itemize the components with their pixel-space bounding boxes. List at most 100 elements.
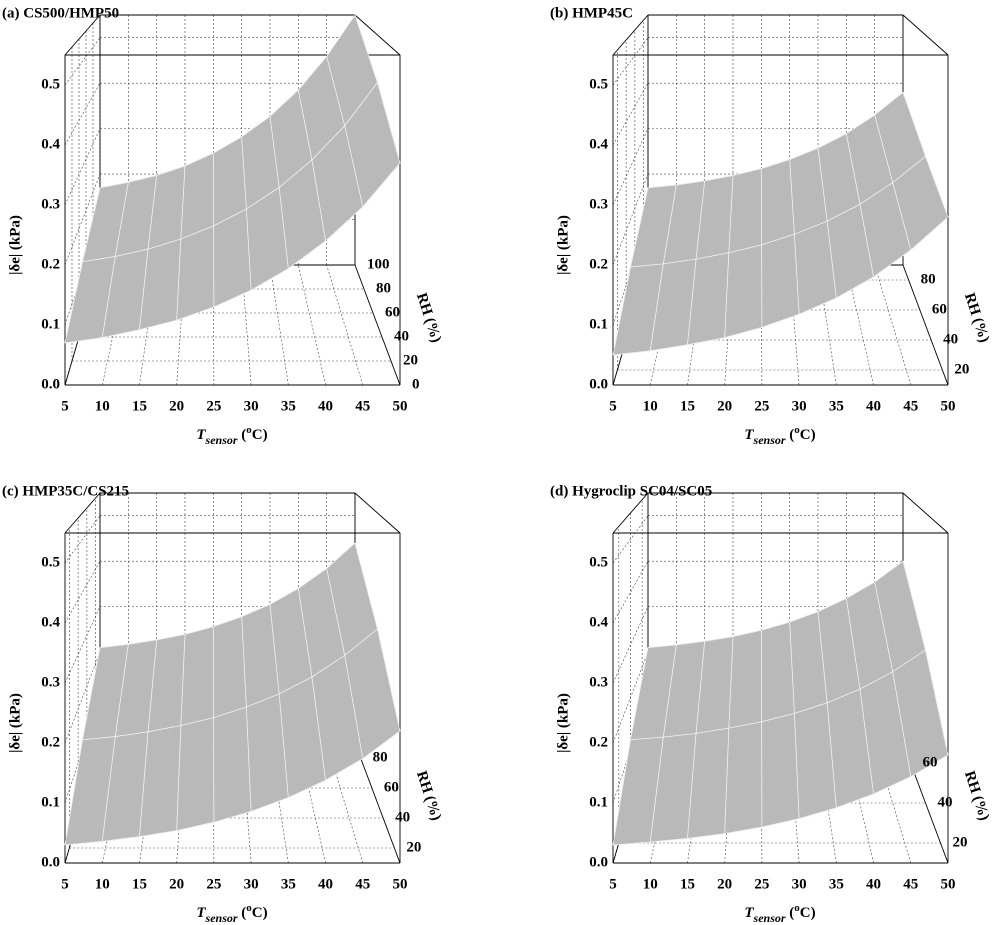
surface-column — [724, 636, 734, 834]
surface-column — [789, 622, 800, 819]
surface-row — [64, 730, 401, 846]
surface-patch — [761, 712, 800, 828]
x-axis-label-part: T — [744, 905, 754, 921]
y-tick-label: 80 — [921, 271, 936, 287]
z-tick-label: 0.0 — [41, 376, 60, 392]
surface-column — [269, 604, 289, 798]
x-tick-label: 20 — [717, 398, 732, 414]
x-axis-label-part: T — [196, 427, 206, 443]
grid-line — [326, 264, 364, 386]
grid-line — [612, 37, 649, 86]
grid-line — [269, 264, 289, 386]
x-axis-label-part: o — [794, 424, 800, 436]
x-tick-label: 25 — [206, 876, 221, 892]
y-tick-label: 80 — [373, 749, 388, 765]
y-tick-label: 20 — [954, 361, 969, 377]
z-axis-label: |δe| (kPa) — [555, 215, 571, 275]
x-axis-label-part: ( — [786, 427, 795, 443]
surface-column — [64, 647, 101, 846]
grid-line — [64, 606, 101, 684]
surface-column — [817, 148, 837, 299]
y-tick-label: 20 — [403, 352, 418, 368]
z-tick-label: 0.4 — [589, 136, 608, 152]
y-axis-label: RH (%) — [413, 291, 444, 345]
box-edge — [902, 14, 949, 56]
grid-line — [612, 128, 649, 206]
x-tick-label: 15 — [132, 876, 147, 892]
z-tick-label: 0.3 — [41, 674, 60, 690]
z-tick-label: 0.4 — [41, 136, 60, 152]
x-tick-label: 30 — [792, 398, 807, 414]
panel-title: (b) HMP45C — [550, 5, 633, 21]
y-tick-label: 40 — [938, 794, 953, 810]
z-axis-label: |δe| (kPa) — [555, 693, 571, 753]
z-tick-label: 0.3 — [589, 196, 608, 212]
box-edge — [902, 264, 949, 386]
y-tick-label: 40 — [943, 331, 958, 347]
x-axis-label-part: C) — [252, 905, 268, 921]
x-tick-label: 10 — [643, 876, 658, 892]
box-edge — [612, 492, 649, 534]
surface-column — [176, 634, 186, 831]
surface-column — [687, 180, 706, 345]
grid-line — [874, 264, 912, 386]
grid-line — [64, 83, 101, 146]
x-axis-label-part: o — [794, 902, 800, 914]
box-edge — [354, 742, 401, 864]
y-tick-label: 20 — [953, 834, 968, 850]
x-axis-label-part: T — [744, 427, 754, 443]
z-tick-label: 0.4 — [41, 614, 60, 630]
x-tick-label: 45 — [355, 876, 370, 892]
y-axis-label: RH (%) — [413, 769, 444, 823]
z-tick-label: 0.1 — [41, 316, 60, 332]
grid-line — [846, 264, 874, 386]
surface-patch — [728, 629, 762, 729]
surface-column — [64, 187, 101, 344]
y-tick-label: 80 — [376, 280, 391, 296]
x-axis-label-part: C) — [800, 427, 816, 443]
x-axis-label-part: sensor — [753, 911, 786, 925]
x-axis-label-part: sensor — [205, 911, 238, 925]
z-tick-label: 0.0 — [41, 854, 60, 870]
y-tick-label: 40 — [394, 328, 409, 344]
z-tick-label: 0.2 — [41, 734, 60, 750]
x-tick-label: 45 — [355, 398, 370, 414]
x-tick-label: 5 — [609, 876, 617, 892]
z-tick-label: 0.5 — [41, 76, 60, 92]
surface-column — [789, 159, 800, 315]
grid-line — [64, 651, 101, 744]
surface-row — [99, 14, 356, 189]
x-axis-label-part: C) — [800, 905, 816, 921]
x-tick-label: 35 — [281, 876, 296, 892]
surface-patch — [180, 626, 214, 726]
x-tick-label: 35 — [829, 398, 844, 414]
z-tick-label: 0.2 — [589, 256, 608, 272]
surface-row — [612, 754, 949, 846]
surface-column — [269, 116, 289, 269]
surface-column — [902, 92, 949, 218]
x-tick-label: 35 — [829, 876, 844, 892]
surface-patch — [761, 233, 800, 328]
surface-patch — [213, 706, 252, 823]
x-axis-label-part: ( — [238, 427, 247, 443]
surface-column — [176, 165, 186, 321]
x-tick-label: 45 — [903, 876, 918, 892]
x-tick-label: 40 — [866, 398, 881, 414]
surface-row — [82, 628, 378, 741]
x-tick-label: 20 — [717, 876, 732, 892]
grid-line — [64, 515, 101, 564]
x-axis-label-part: o — [246, 424, 252, 436]
surface-column — [902, 561, 949, 756]
y-axis-label: RH (%) — [961, 769, 992, 823]
surface-column — [326, 568, 364, 759]
y-tick-label: 100 — [367, 256, 390, 272]
surface-column — [354, 14, 401, 164]
x-axis-label: Tsensor (oC) — [744, 902, 815, 925]
surface-patch — [213, 616, 247, 718]
z-tick-label: 0.5 — [589, 76, 608, 92]
surface-column — [354, 542, 401, 732]
z-tick-label: 0.3 — [589, 674, 608, 690]
surface-column — [845, 598, 874, 795]
z-tick-label: 0.1 — [589, 316, 608, 332]
surface-column — [687, 641, 706, 839]
